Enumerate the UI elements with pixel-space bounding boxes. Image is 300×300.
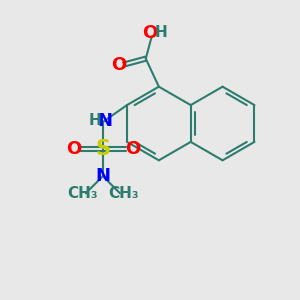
Text: H: H <box>154 26 167 40</box>
Text: N: N <box>98 112 113 130</box>
Text: H: H <box>88 113 101 128</box>
Text: O: O <box>142 24 158 42</box>
Text: O: O <box>125 140 140 158</box>
Text: S: S <box>95 139 110 159</box>
Text: O: O <box>66 140 81 158</box>
Text: N: N <box>95 167 110 185</box>
Text: CH₃: CH₃ <box>67 186 98 201</box>
Text: CH₃: CH₃ <box>108 186 139 201</box>
Text: O: O <box>111 56 126 74</box>
